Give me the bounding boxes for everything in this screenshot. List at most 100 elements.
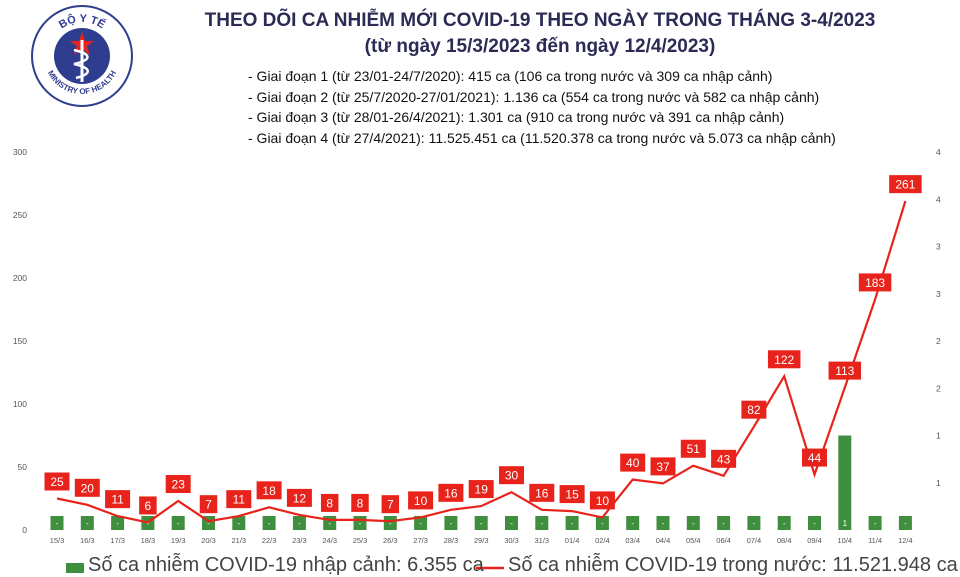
x-tick-label-2: 17/3 [110, 536, 125, 545]
line-label-15: 30 [505, 469, 519, 483]
bar-label-16: - [540, 519, 543, 528]
x-tick-label-23: 07/4 [747, 536, 762, 545]
line-label-bg-16 [529, 483, 555, 502]
x-tick-label-25: 09/4 [807, 536, 822, 545]
chart-subtitle: (từ ngày 15/3/2023 đến ngày 12/4/2023) [364, 36, 716, 57]
bar-23 [747, 516, 761, 530]
x-tick-label-9: 24/3 [322, 536, 337, 545]
bar-26 [838, 435, 852, 530]
line-label-4: 23 [172, 478, 186, 492]
legend-bar-label: Số ca nhiễm COVID-19 nhập cảnh: 6.355 ca [88, 554, 484, 576]
svg-text:BỘ Y TẾ: BỘ Y TẾ [57, 12, 108, 31]
line-label-17: 15 [565, 488, 579, 502]
line-label-1: 20 [81, 481, 95, 495]
y-left-tick-label-5: 250 [13, 210, 27, 220]
x-tick-label-5: 20/3 [201, 536, 216, 545]
line-label-bg-13 [438, 483, 464, 502]
bar-label-11: - [389, 519, 392, 528]
line-label-bg-19 [620, 453, 646, 472]
bar-25 [808, 516, 821, 530]
bar-label-6: - [237, 519, 240, 528]
bar-20 [656, 516, 670, 530]
line-label-bg-6 [226, 490, 252, 509]
y-right-tick-label-2: 1 [936, 431, 941, 441]
line-label-28: 261 [895, 178, 915, 192]
line-label-bg-11 [381, 495, 400, 514]
line-label-bg-2 [105, 490, 131, 509]
x-tick-label-22: 06/4 [716, 536, 731, 545]
x-tick-label-17: 01/4 [565, 536, 580, 545]
line-label-22: 43 [717, 452, 731, 466]
line-label-bg-24 [767, 350, 801, 369]
line-label-bg-7 [256, 481, 282, 500]
x-axis: 15/3 16/3 17/3 18/3 19/3 20/3 21/3 22/3 23/3 24/3… [50, 536, 913, 545]
x-tick-label-11: 26/3 [383, 536, 398, 545]
phase-note-2: - Giai đoạn 2 (từ 25/7/2020-27/01/2021):… [248, 88, 820, 105]
legend-line-label: Số ca nhiễm COVID-19 trong nước: 11.521.… [508, 554, 958, 576]
line-label-23: 82 [747, 403, 761, 417]
y-right-tick-label-1: 1 [936, 478, 941, 488]
y-left-tick-label-2: 100 [13, 399, 27, 409]
x-tick-label-4: 19/3 [171, 536, 186, 545]
line-label-18: 10 [596, 494, 610, 508]
chart-title: THEO DÕI CA NHIỄM MỚI COVID-19 THEO NGÀY… [204, 10, 876, 31]
x-tick-label-8: 23/3 [292, 536, 307, 545]
y-right-tick-label-3: 2 [936, 383, 941, 393]
line-label-0: 25 [50, 475, 64, 489]
line-label-21: 51 [687, 442, 701, 456]
ministry-of-health-logo: BỘ Y TẾ MINISTRY OF HEALTH [31, 5, 133, 107]
y-left-tick-label-4: 200 [13, 273, 27, 283]
bar-label-14: - [480, 519, 483, 528]
x-tick-label-26: 10/4 [837, 536, 852, 545]
y-left-tick-label-1: 50 [18, 462, 28, 472]
bar-24 [777, 516, 791, 530]
bar-2 [111, 516, 125, 530]
line-label-25: 44 [808, 451, 822, 465]
bar-label-20: - [662, 519, 665, 528]
y-axis-left: 0 50 100 150 200 250 300 [13, 147, 27, 535]
x-tick-label-0: 15/3 [50, 536, 65, 545]
x-tick-label-6: 21/3 [231, 536, 246, 545]
logo-text-top: BỘ Y TẾ [57, 12, 108, 31]
bar-label-13: - [450, 519, 453, 528]
line-label-8: 12 [293, 491, 307, 505]
bar-label-17: - [571, 519, 574, 528]
x-tick-label-24: 08/4 [777, 536, 792, 545]
bar-label-28: - [904, 519, 907, 528]
bar-label-1: - [86, 519, 89, 528]
bar-series: --------------------------1-- [50, 435, 912, 530]
y-left-tick-label-3: 150 [13, 336, 27, 346]
bar-1 [80, 516, 94, 530]
bar-label-7: - [268, 519, 271, 528]
line-label-7: 18 [262, 484, 276, 498]
bar-label-10: - [359, 519, 362, 528]
line-label-6: 11 [233, 493, 246, 507]
bar-label-4: - [177, 519, 180, 528]
bar-15 [505, 516, 518, 530]
line-label-16: 16 [535, 486, 549, 500]
line-label-bg-9 [320, 493, 339, 512]
y-right-tick-label-5: 3 [936, 289, 941, 299]
line-label-13: 16 [444, 486, 458, 500]
x-tick-label-18: 02/4 [595, 536, 610, 545]
bar-12 [414, 516, 428, 530]
line-label-9: 8 [326, 496, 333, 510]
bar-label-26: 1 [843, 519, 848, 528]
bar-16 [535, 516, 549, 530]
bar-0 [50, 516, 64, 530]
line-label-24: 122 [774, 353, 794, 367]
bar-label-25: - [813, 519, 816, 528]
bar-label-12: - [419, 519, 422, 528]
x-tick-label-27: 11/4 [868, 536, 882, 545]
line-label-bg-23 [741, 400, 767, 419]
bar-label-8: - [298, 519, 301, 528]
bar-label-0: - [56, 519, 59, 528]
x-tick-label-21: 05/4 [686, 536, 701, 545]
y-right-tick-label-8: 4 [936, 147, 941, 157]
line-label-bg-25 [802, 448, 827, 467]
x-tick-label-13: 28/3 [444, 536, 459, 545]
bar-label-2: - [116, 519, 119, 528]
bar-label-21: - [692, 519, 695, 528]
bar-label-18: - [601, 519, 604, 528]
